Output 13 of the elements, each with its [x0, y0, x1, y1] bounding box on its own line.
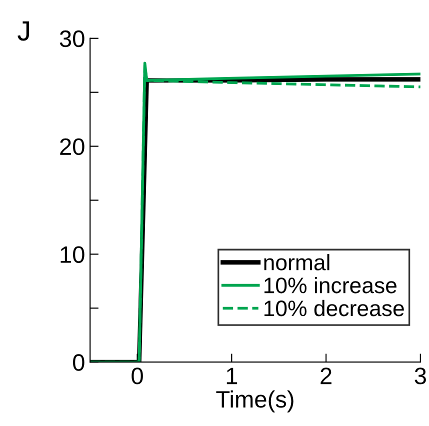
y-tick-label: 0	[73, 354, 84, 371]
x-tick-label: 3	[414, 368, 426, 384]
y-tick-label: 20	[60, 138, 84, 156]
legend-label: 10% decrease	[264, 300, 404, 316]
legend-label: normal	[264, 254, 330, 270]
x-tick-label: 0	[132, 368, 143, 384]
y-tick-label: 10	[60, 246, 84, 263]
y-tick-label: 30	[60, 30, 84, 48]
x-axis-title: Time(s)	[216, 390, 294, 412]
text: J	[18, 21, 29, 41]
legend-label: 10% increase	[264, 276, 396, 294]
x-tick-label: 2	[320, 368, 332, 384]
x-tick-label: 1	[226, 368, 238, 384]
